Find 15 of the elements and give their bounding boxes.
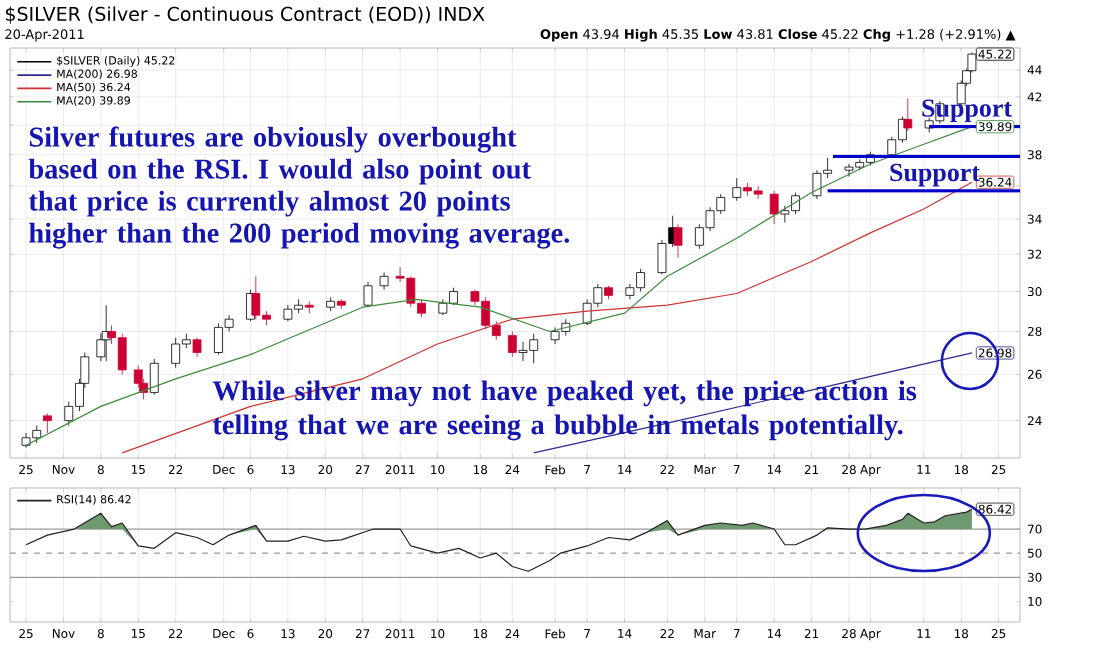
- candlestick: [363, 281, 373, 308]
- candlestick: [903, 97, 913, 132]
- annotation: Support: [890, 163, 980, 187]
- candlestick: [43, 413, 52, 434]
- candlestick: [149, 358, 159, 396]
- candlestick: [192, 337, 202, 358]
- candlestick: [491, 320, 501, 341]
- candlestick: [732, 177, 742, 202]
- candlestick: [769, 190, 779, 225]
- annotation: Silver futures are obviously overbought based on the RSI. I would also point out that price is currently almost 20 points higher than the 200 period moving average.: [28, 126, 570, 249]
- candlestick: [304, 300, 314, 314]
- candlestick: [673, 223, 683, 259]
- chart-title: $SILVER (Silver - Continuous Contract (EOD)) INDX: [5, 6, 485, 24]
- candlestick: [507, 331, 517, 358]
- candlestick: [379, 272, 389, 291]
